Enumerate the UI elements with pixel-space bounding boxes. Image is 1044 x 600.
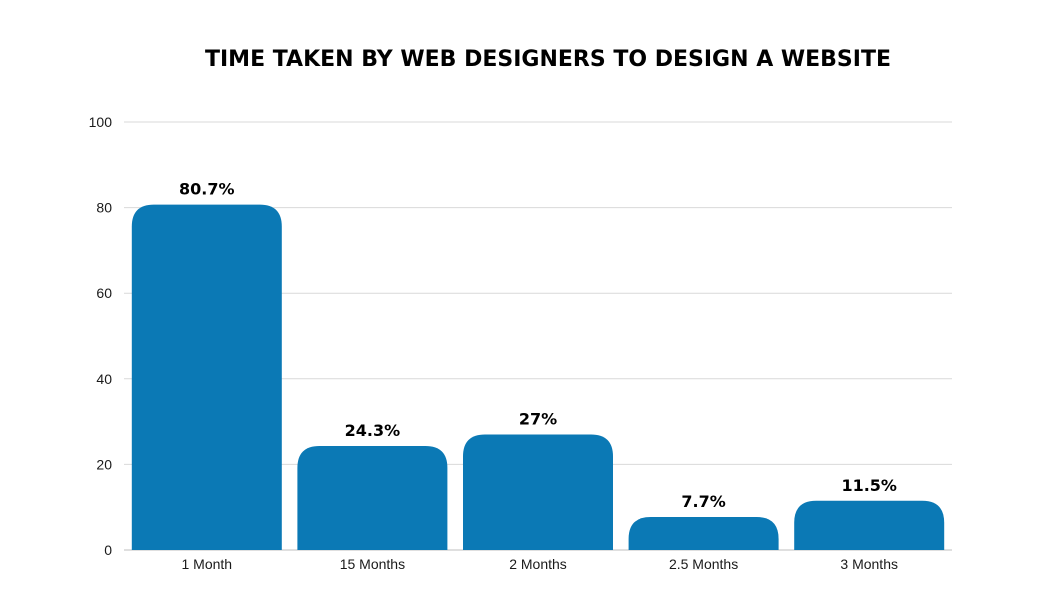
y-tick-label: 0 (104, 542, 112, 558)
bar (628, 517, 779, 550)
x-axis-categories: 1 Month 15 Months 2 Months 2.5 Months 3 Mont… (182, 556, 898, 572)
chart-title: TIME TAKEN BY WEB DESIGNERS TO DESIGN A … (205, 47, 891, 72)
bar-data-label: 11.5% (841, 476, 897, 495)
x-category-label: 2.5 Months (669, 556, 738, 572)
x-category-label: 2 Months (509, 556, 567, 572)
x-category-label: 3 Months (840, 556, 898, 572)
bar (794, 500, 945, 550)
bar-data-label: 7.7% (681, 492, 725, 511)
data-labels: 80.7% 24.3% 27% 7.7% 11.5% (179, 180, 897, 511)
y-tick-label: 80 (96, 200, 112, 216)
bar (297, 445, 448, 550)
x-category-label: 15 Months (340, 556, 405, 572)
bars (131, 204, 945, 550)
y-tick-label: 40 (96, 371, 112, 387)
bar-data-label: 24.3% (345, 421, 401, 440)
bar-data-label: 27% (519, 409, 557, 428)
x-category-label: 1 Month (182, 556, 233, 572)
y-axis-ticks: 0 20 40 60 80 100 (89, 114, 113, 558)
y-tick-label: 60 (96, 285, 112, 301)
y-tick-label: 100 (89, 114, 113, 130)
bar (463, 434, 613, 550)
bar (131, 204, 282, 550)
y-tick-label: 20 (96, 456, 112, 472)
bar-data-label: 80.7% (179, 180, 235, 199)
